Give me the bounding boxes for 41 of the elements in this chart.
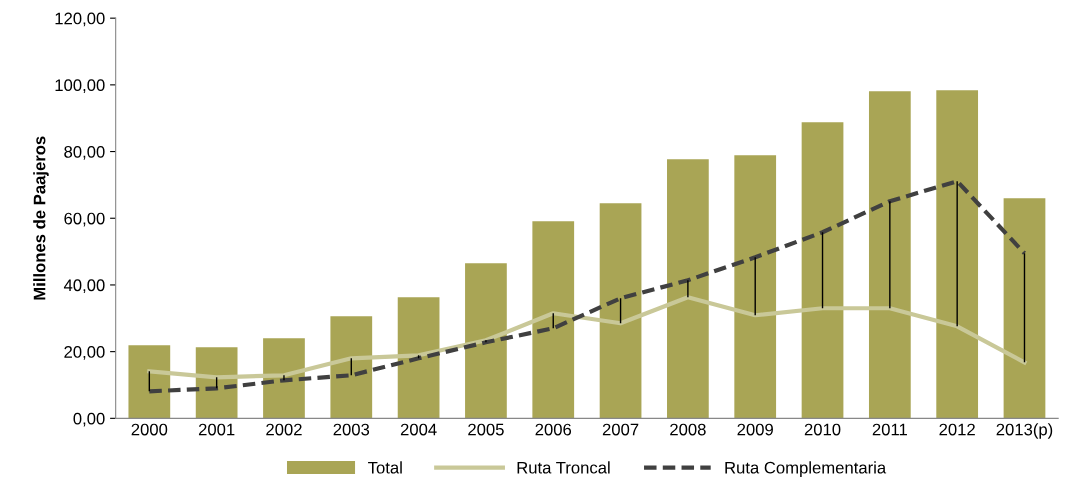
y-tick-label: 20,00 bbox=[64, 346, 105, 360]
x-tick-label: 2001 bbox=[198, 423, 235, 436]
x-tick-label: 2005 bbox=[468, 423, 504, 436]
line-series bbox=[147, 179, 1027, 394]
bar bbox=[397, 297, 440, 419]
bar bbox=[330, 316, 373, 419]
x-tick-label: 2010 bbox=[804, 423, 841, 436]
x-tick-label: 2003 bbox=[333, 423, 370, 436]
x-tick-label: 2008 bbox=[670, 423, 706, 436]
x-tick-label: 2002 bbox=[266, 423, 302, 436]
x-tick-label: 2004 bbox=[400, 423, 437, 436]
legend-label: Ruta Troncal bbox=[517, 461, 610, 474]
bar bbox=[801, 122, 844, 419]
x-tick-label: 2006 bbox=[535, 423, 572, 436]
x-tick-label: 2013(p) bbox=[996, 423, 1053, 439]
bar bbox=[128, 345, 171, 419]
x-tick-label: 2011 bbox=[872, 423, 907, 436]
legend-label: Total bbox=[368, 461, 402, 474]
x-tick-label: 2012 bbox=[939, 423, 975, 436]
bar bbox=[532, 221, 575, 419]
x-tick-label: 2009 bbox=[737, 423, 773, 436]
y-tick-label: 100,00 bbox=[55, 79, 105, 94]
y-tick-label: 0,00 bbox=[73, 412, 105, 427]
bar bbox=[734, 155, 777, 419]
bar bbox=[868, 91, 911, 419]
bar bbox=[195, 347, 238, 419]
bar bbox=[936, 90, 979, 419]
bar bbox=[263, 338, 305, 419]
line-series bbox=[147, 295, 1027, 380]
x-tick-label: 2000 bbox=[131, 423, 168, 436]
bar bbox=[599, 203, 642, 419]
bar bbox=[1003, 198, 1046, 419]
y-tick-label: 40,00 bbox=[63, 279, 105, 294]
bar bbox=[667, 159, 709, 419]
y-tick-label: 60,00 bbox=[64, 212, 105, 227]
bar bbox=[465, 263, 507, 419]
legend-label: Ruta Complementaria bbox=[725, 461, 887, 477]
y-axis-title: Millones de Paajeros bbox=[33, 136, 49, 300]
x-tick-label: 2007 bbox=[602, 423, 639, 436]
y-tick-label: 80,00 bbox=[64, 145, 105, 160]
y-tick-label: 120,00 bbox=[55, 12, 105, 27]
